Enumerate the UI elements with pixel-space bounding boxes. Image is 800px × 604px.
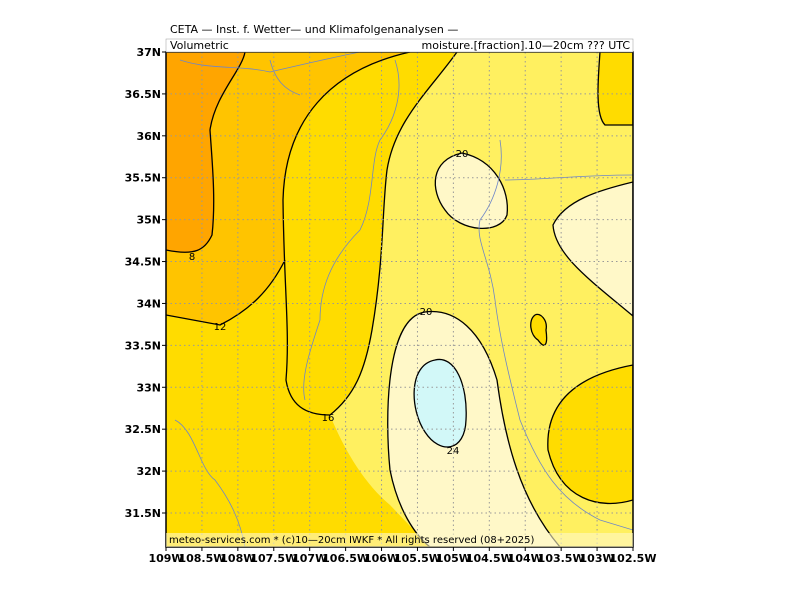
fill-pale <box>552 181 633 317</box>
lon-tick-label: 108W <box>220 552 255 565</box>
fill-gold-right <box>530 52 633 505</box>
contour-line <box>166 52 246 253</box>
header-box <box>165 38 634 53</box>
footer: meteo-services.com * (c)10—20cm IWKF * A… <box>169 535 535 546</box>
lon-tick-label: 106.5W <box>322 552 369 565</box>
contour-label: 12 <box>214 322 227 333</box>
lat-tick-label: 33N <box>136 381 161 394</box>
lat-tick-label: 31.5N <box>125 507 161 520</box>
contour-label: 16 <box>322 413 335 424</box>
lon-tick-label: 104W <box>508 552 543 565</box>
fill-dark-orange <box>166 52 245 253</box>
footer-box <box>166 533 633 547</box>
header-title: CETA — Inst. f. Wetter— und Klimafolgena… <box>170 23 458 36</box>
lon-tick-label: 109W <box>148 552 183 565</box>
lon-tick-label: 108.5W <box>178 552 225 565</box>
lat-tick-label: 35N <box>136 214 161 227</box>
lat-tick-label: 36N <box>136 130 161 143</box>
lon-tick-label: 107W <box>292 552 327 565</box>
lon-tick-label: 103.5W <box>538 552 585 565</box>
ticks: 37N 36.5N 36N 35.5N 35N 34.5N 34N 33.5N 33N 32.5N… <box>125 46 657 565</box>
contour-label: 20 <box>420 307 433 318</box>
grid <box>166 52 633 547</box>
contour-line <box>282 52 458 416</box>
lat-tick-label: 34.5N <box>125 256 161 269</box>
contour-label: 20 <box>456 149 469 160</box>
lon-tick-label: 104.5W <box>466 552 513 565</box>
contour-label: 24 <box>447 446 460 457</box>
lon-tick-label: 105W <box>436 552 471 565</box>
lat-tick-label: 37N <box>136 46 161 59</box>
lon-tick-label: 107.5W <box>250 552 297 565</box>
lat-tick-label: 32N <box>136 465 161 478</box>
fill-orange <box>166 52 410 325</box>
lon-tick-label: 106W <box>364 552 399 565</box>
header-right: moisture.[fraction].10—20cm ??? UTC <box>422 39 631 52</box>
lon-tick-label: 103W <box>580 552 615 565</box>
lat-tick-label: 32.5N <box>125 423 161 436</box>
contour-line <box>166 259 286 326</box>
river <box>174 52 633 547</box>
lat-tick-label: 34N <box>136 297 161 310</box>
lon-tick-label: 102.5W <box>610 552 657 565</box>
lat-tick-label: 35.5N <box>125 172 161 185</box>
contour-label: 8 <box>189 252 195 263</box>
lat-tick-label: 36.5N <box>125 88 161 101</box>
contour-labels: 8 12 16 20 20 24 <box>189 149 469 457</box>
header-left: Volumetric <box>170 39 229 52</box>
lon-tick-label: 105.5W <box>394 552 441 565</box>
field <box>166 52 633 547</box>
lat-tick-label: 33.5N <box>125 339 161 352</box>
